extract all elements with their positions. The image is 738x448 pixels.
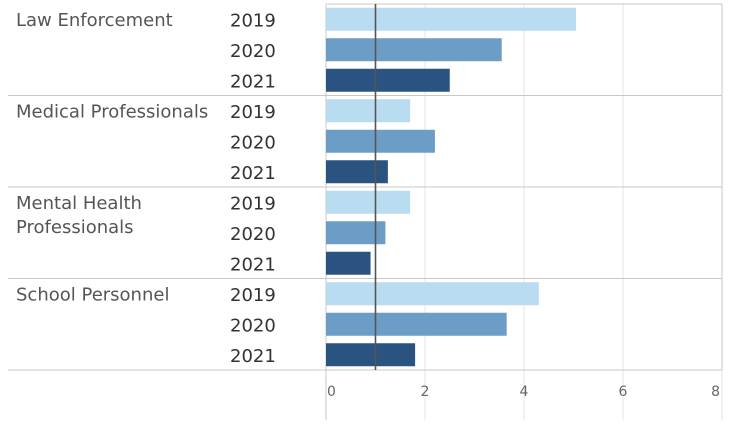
bar-2-2019 [326,190,411,214]
group-label-1: Medical Professionals [16,102,208,123]
bar-2-2020 [326,221,386,245]
year-label-3-2021: 2021 [230,346,276,367]
bar-3-2019 [326,282,539,306]
group-label-2-line-1: Professionals [16,217,134,238]
group-label-3: School Personnel [16,285,169,306]
x-tick-label-0: 0 [327,384,336,400]
year-label-1-2020: 2020 [230,132,276,153]
year-label-2-2020: 2020 [230,224,276,245]
x-axis: 0 2 4 6 8 [327,384,720,400]
bar-2-2021 [326,251,371,275]
bar-1-2020 [326,129,435,153]
bar-0-2019 [326,7,576,31]
group-separators [8,3,723,371]
year-label-2-2019: 2019 [230,193,276,214]
bar-1-2019 [326,99,411,123]
group-label-0: Law Enforcement [16,10,173,31]
x-tick-label-6: 6 [619,384,628,400]
year-label-0-2021: 2021 [230,71,276,92]
bar-3-2021 [326,343,416,367]
year-label-1-2019: 2019 [230,102,276,123]
x-tick-label-4: 4 [520,384,529,400]
bars [326,7,576,367]
bar-1-2021 [326,160,388,184]
year-label-3-2020: 2020 [230,315,276,336]
year-label-3-2019: 2019 [230,285,276,306]
bar-0-2021 [326,68,450,92]
year-label-0-2019: 2019 [230,10,276,31]
year-label-0-2020: 2020 [230,41,276,62]
year-label-2-2021: 2021 [230,254,276,275]
bar-3-2020 [326,312,507,336]
x-tick-label-2: 2 [421,384,430,400]
row-labels: Law Enforcement 2019 2020 2021 Medical Profe… [16,10,276,367]
bar-0-2020 [326,38,502,62]
group-label-2-line-0: Mental Health [16,193,142,214]
x-tick-label-8: 8 [711,384,720,400]
year-label-1-2021: 2021 [230,163,276,184]
